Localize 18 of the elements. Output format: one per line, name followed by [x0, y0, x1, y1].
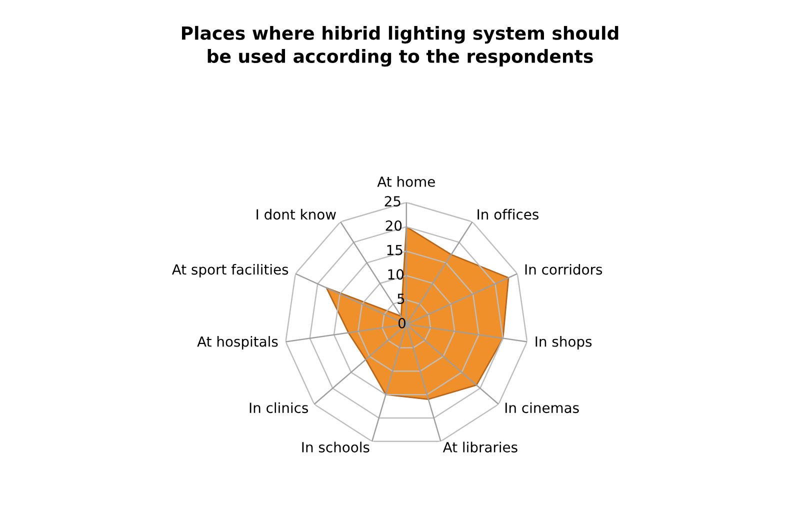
spoke-label: In schools — [302, 442, 370, 452]
spoke-label: In corridors — [525, 264, 602, 275]
y-tick-label: 15 — [387, 244, 402, 256]
y-tick-label: 5 — [398, 294, 404, 304]
spoke-label: In clinics — [250, 402, 308, 414]
spoke-label: At sport facilities — [172, 264, 288, 278]
y-tick-label: 0 — [398, 318, 406, 328]
spoke-label: In shops — [536, 336, 592, 350]
y-tick-label: 25 — [384, 196, 400, 207]
y-tick-label: 20 — [386, 220, 402, 231]
spoke-label: In cinemas — [505, 402, 579, 414]
spoke-label: At home — [377, 176, 435, 187]
chart-title: Places where hibrid lighting system should be used according to the respondents — [182, 26, 618, 67]
spoke-label: In offices — [478, 208, 538, 220]
y-tick-label: 10 — [388, 269, 404, 280]
spoke-label: I dont know — [256, 208, 336, 220]
spoke-label: At hospitals — [197, 336, 278, 350]
spoke-label: At libraries — [442, 442, 518, 452]
